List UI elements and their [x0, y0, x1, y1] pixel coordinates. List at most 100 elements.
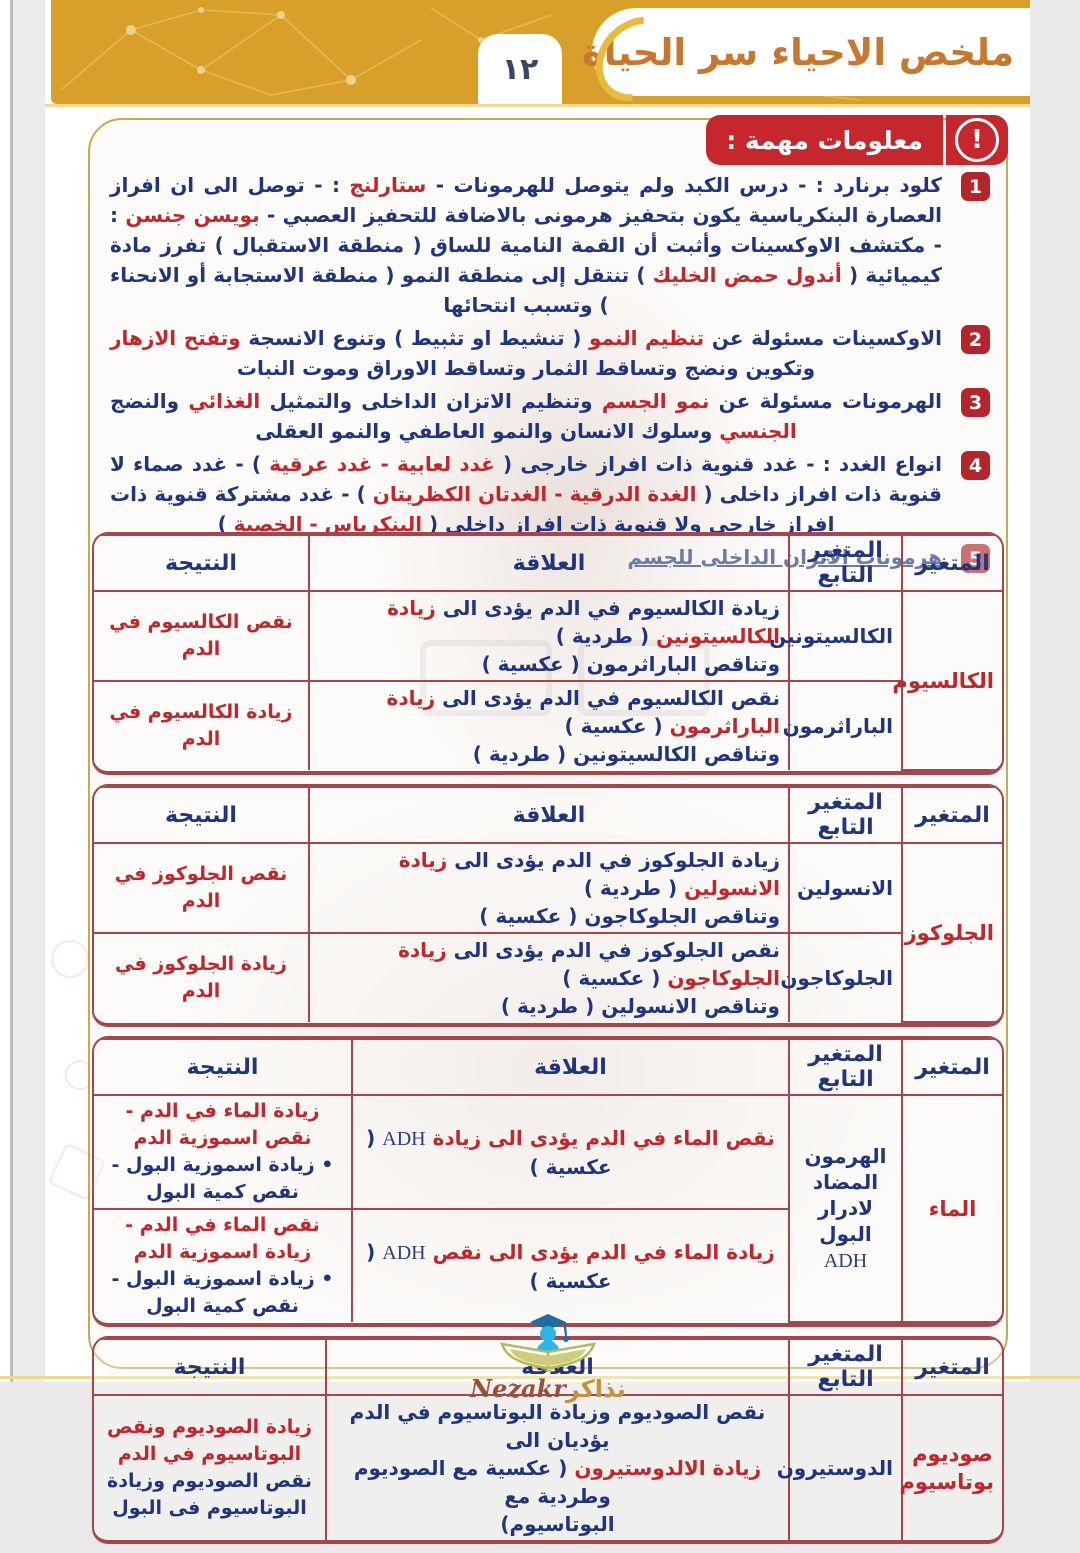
cell-line: البول ADH: [798, 1221, 893, 1274]
text-segment: ) تنتقل إلى منطقة النمو ( منطقة الاستجاب…: [110, 263, 653, 317]
page-title: ملخص الاحياء سر الحياة: [581, 30, 1015, 74]
notes-list: 1 كلود برنارد : - درس الكبد ولم يتوصل لله…: [110, 170, 992, 575]
text-segment: زيادة الماء في الدم - نقص اسموزية الدم: [125, 1100, 320, 1149]
text-segment: • زيادة اسموزية البول - نقص كمية البول: [111, 1154, 334, 1203]
result-cell: زيادة الماء في الدم - نقص اسموزية الدم • …: [94, 1094, 353, 1210]
text-segment: زيادة الجلوكوز في الدم: [115, 953, 287, 1002]
text-segment: زيادة الصوديوم ونقص: [107, 1416, 312, 1438]
text-segment: زيادة الماء في الدم يؤدى الى نقص: [425, 1239, 775, 1264]
note-text: كلود برنارد : - درس الكبد ولم يتوصل للهر…: [110, 170, 942, 320]
text-segment: الماء: [928, 1196, 977, 1221]
text-segment: الغدة الدرقية - الغدتان الكظريتان: [372, 482, 697, 506]
cell-line: البوتاسيوم فى البول: [102, 1495, 317, 1522]
cell-line: الكالسيتونين: [769, 623, 893, 649]
dependent-cell: الجلوكاجون: [780, 932, 902, 1022]
cell-line: زيادة الكالسيوم في الدم: [102, 699, 300, 753]
text-segment: ) - غدد صماء لا قنوية ذات افراز داخلى (: [110, 452, 942, 506]
cell-line: وتناقص الباراثرمون ( عكسية ): [318, 650, 780, 678]
variable-cell: الماء: [901, 1094, 1002, 1323]
table-header-result: النتيجة: [94, 1038, 353, 1096]
dependent-cell: الانسولين: [788, 842, 903, 934]
exclamation-icon: !: [946, 115, 1008, 165]
cell-line: زيادة الكالسيوم في الدم يؤدى الى زيادة ا…: [318, 594, 780, 650]
text-segment: الجلوكوز: [904, 920, 994, 945]
cell-line: الباراثرمون: [783, 713, 893, 739]
text-segment: البوتاسيوم فى البول: [112, 1497, 307, 1519]
text-segment: والنضج: [110, 389, 189, 413]
title-bubble: ملخص الاحياء سر الحياة: [578, 0, 1030, 104]
cell-line: البوتاسيوم في الدم: [102, 1441, 317, 1468]
variable-cell: صوديوم بوتاسيوم: [899, 1394, 1002, 1540]
relation-cell: زيادة الماء في الدم يؤدى الى نقص ADH ( ع…: [351, 1208, 789, 1322]
text-segment: نقص الصوديوم وزيادة: [107, 1470, 312, 1492]
result-cell: زيادة الصوديوم ونقص البوتاسيوم في الدم نقص…: [94, 1394, 327, 1540]
text-segment: نقص الماء في الدم - زيادة اسموزية الدم: [125, 1214, 320, 1263]
text-segment: نقص الصوديوم وزيادة البوتاسيوم في الدم ي…: [349, 1400, 766, 1452]
table-header-dependent: المتغير التابع: [788, 786, 903, 844]
scan-right-margin: [1029, 0, 1080, 1382]
cell-line: وتناقص الانسولين ( طردية ): [318, 992, 780, 1020]
hormone-table-2: المتغير المتغير التابع العلاقة النتيجة الجلو…: [92, 784, 1004, 1027]
result-cell: نقص الماء في الدم - زيادة اسموزية الدم • …: [94, 1208, 353, 1322]
text-segment: بوتاسيوم: [899, 1470, 994, 1494]
table-row: الجلوكوز الانسولين زيادة الجلوكوز في الدم …: [94, 842, 1002, 1023]
text-segment: الهرمون: [804, 1144, 887, 1168]
cell-line: الجلوكوز: [905, 919, 994, 947]
text-segment: نقص الكالسيوم في الدم يؤدى الى: [435, 686, 780, 710]
text-segment: وسلوك الانسان والنمو العاطفي والنمو العق…: [255, 419, 720, 443]
page-number-bubble: ١٢: [478, 34, 562, 104]
text-segment: وتفتح الازهار: [110, 326, 241, 350]
relation-cell: نقص الكالسيوم في الدم يؤدى الى زيادة الب…: [308, 680, 790, 770]
text-segment: ADH: [382, 1241, 426, 1264]
table-header-relation: العلاقة: [308, 534, 790, 592]
cell-line: نقص الجلوكوز في الدم يؤدى الى زيادة الجل…: [318, 936, 780, 992]
cell-line: نقص الصوديوم وزيادة البوتاسيوم في الدم ي…: [335, 1398, 780, 1454]
text-segment: المضاد لادرار: [812, 1170, 879, 1220]
cell-line: نقص الماء في الدم يؤدى الى زيادة ADH ( ع…: [361, 1124, 780, 1181]
text-segment: ( عكسية ): [562, 966, 668, 990]
text-segment: زيادة الكالسيوم في الدم يؤدى الى: [435, 596, 780, 620]
text-segment: نقص الجلوكوز في الدم: [114, 863, 288, 912]
dependent-cell: الباراثرمون: [783, 680, 902, 770]
table-header-variable: المتغير: [901, 786, 1002, 844]
dependent-cell: الكالسيتونين: [769, 590, 903, 682]
text-segment: ( عكسية ): [564, 714, 670, 738]
scan-left-margin: [0, 0, 45, 1382]
table-header-relation: العلاقة: [351, 1038, 790, 1096]
text-segment: الهرمونات مسئولة عن: [709, 389, 943, 413]
note-item-2: 2 الاوكسينات مسئولة عن تنظيم النمو ( تنشي…: [110, 323, 992, 383]
relation-cell: زيادة الجلوكوز في الدم يؤدى الى زيادة ال…: [308, 842, 790, 934]
cell-line: المضاد لادرار: [798, 1169, 893, 1221]
text-segment: • زيادة اسموزية البول - نقص كمية البول: [111, 1268, 334, 1317]
cell-line: الكالسيوم: [892, 667, 994, 695]
text-segment: وتناقص الانسولين ( طردية ): [500, 994, 780, 1018]
hormone-table-1: المتغير المتغير التابع العلاقة النتيجة الكال…: [92, 532, 1004, 775]
hormone-table-3: المتغير المتغير التابع العلاقة النتيجة الماء…: [92, 1036, 1004, 1327]
text-segment: ستارلنج: [349, 173, 427, 197]
table-header-dependent: المتغير التابع: [788, 534, 903, 592]
text-segment: تنظيم النمو: [589, 326, 705, 350]
nezakr-logo: Nezakrنذاكر: [90, 1312, 1006, 1403]
text-segment: ( طردية ): [583, 876, 685, 900]
text-segment: الانسولين: [797, 876, 893, 900]
text-segment: وتكوين ونضج وتساقط الثمار وتساقط الاوراق…: [236, 356, 816, 380]
relation-cell: نقص الصوديوم وزيادة البوتاسيوم في الدم ي…: [325, 1394, 790, 1540]
text-segment: الباراثرمون: [782, 714, 893, 738]
text-segment: زيادة الالدوستيرون: [574, 1456, 762, 1480]
cell-line: الهرمون: [798, 1143, 893, 1169]
margin-doodle: [51, 940, 89, 978]
margin-doodle: [65, 1060, 95, 1090]
cell-line: الماء: [911, 1195, 994, 1223]
text-segment: الغذائي: [188, 389, 261, 413]
note-text: الهرمونات مسئولة عن نمو الجسم وتنظيم الا…: [110, 386, 942, 446]
note-item-3: 3 الهرمونات مسئولة عن نمو الجسم وتنظيم ال…: [110, 386, 992, 446]
logo-text: Nezakrنذاكر: [470, 1374, 626, 1403]
cell-line: نقص الكالسيوم في الدم يؤدى الى زيادة الب…: [318, 684, 780, 740]
text-segment: الجنسي: [719, 419, 797, 443]
text-segment: ADH: [823, 1250, 868, 1272]
result-cell: نقص الجلوكوز في الدم: [94, 842, 310, 934]
result-cell: زيادة الكالسيوم في الدم: [94, 680, 310, 770]
text-segment: وتنظيم الاتزان الداخلى والتمثيل: [260, 389, 602, 413]
text-segment: : - توصل الى ان افراز العصارة البنكرياسي…: [110, 173, 942, 227]
cell-line: الجلوكاجون: [780, 965, 893, 991]
